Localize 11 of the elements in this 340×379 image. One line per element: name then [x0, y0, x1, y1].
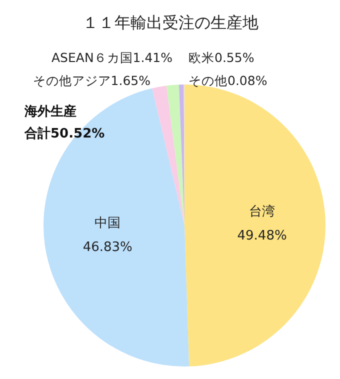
slice-label: ASEAN６カ国1.41% — [52, 50, 173, 65]
data-label: 46.83% — [82, 240, 132, 256]
text: 合計50.52% — [24, 126, 105, 142]
text: 海外生産 — [24, 104, 76, 120]
data-label: 49.48% — [237, 228, 287, 244]
slice-label: その他0.08% — [188, 73, 268, 88]
slice-label: 台湾 — [249, 204, 276, 220]
chart-title: １１年輸出受注の生産地 — [82, 13, 258, 32]
slice-label: その他アジア1.65% — [32, 73, 151, 88]
slice-label: 欧米0.55% — [188, 50, 254, 65]
slice-label: 中国 — [94, 216, 121, 232]
